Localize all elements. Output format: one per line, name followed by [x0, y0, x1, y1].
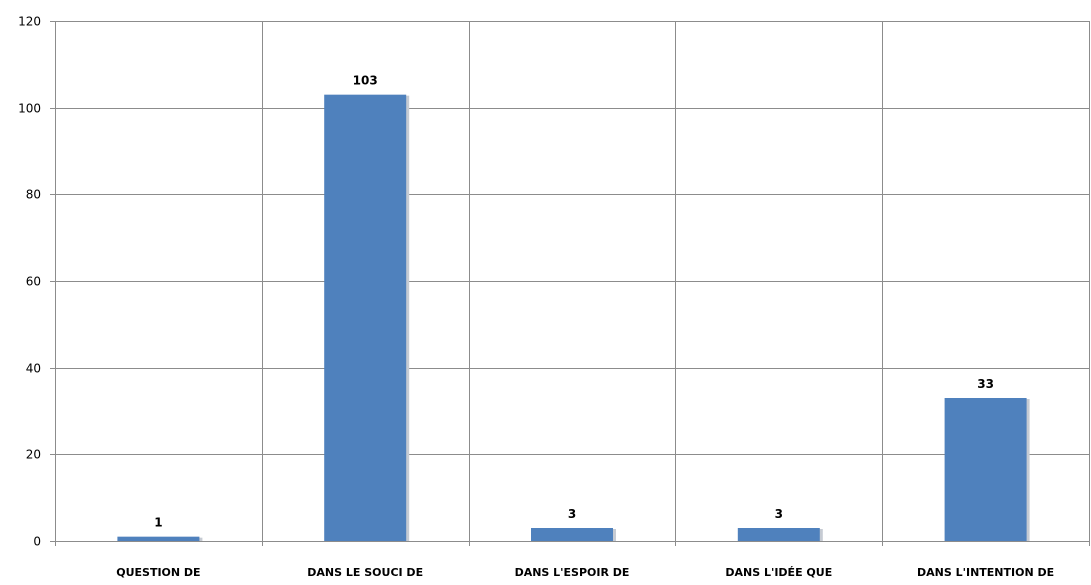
bar [324, 94, 407, 542]
bar [944, 398, 1027, 541]
y-tick-label: 40 [26, 362, 41, 376]
grid-layer [55, 21, 1090, 541]
y-tick-label: 0 [33, 535, 41, 549]
bar [117, 536, 200, 541]
x-tick-label: DANS L'ESPOIR DE [515, 566, 630, 579]
x-tick-label: QUESTION DE [116, 566, 200, 579]
bar [737, 528, 820, 541]
axis-layer: 0 20 40 60 80 100 120 QUESTION DE DANS LE SOUCI … [18, 15, 1090, 579]
bars-layer [117, 94, 1030, 542]
data-label: 3 [775, 507, 783, 521]
x-tick-label: DANS L'IDÉE QUE [725, 566, 832, 579]
y-tick-label: 60 [26, 275, 41, 289]
y-tick-label: 120 [18, 15, 41, 29]
x-tick-label: DANS LE SOUCI DE [307, 566, 423, 579]
y-tick-label: 100 [18, 102, 41, 116]
data-label: 33 [977, 377, 994, 391]
y-tick-label: 80 [26, 188, 41, 202]
y-tick-label: 20 [26, 448, 41, 462]
x-tick-label: DANS L'INTENTION DE [917, 566, 1054, 579]
data-label: 103 [353, 74, 378, 88]
data-label: 1 [154, 516, 162, 530]
bar [531, 528, 613, 541]
data-label: 3 [568, 507, 576, 521]
